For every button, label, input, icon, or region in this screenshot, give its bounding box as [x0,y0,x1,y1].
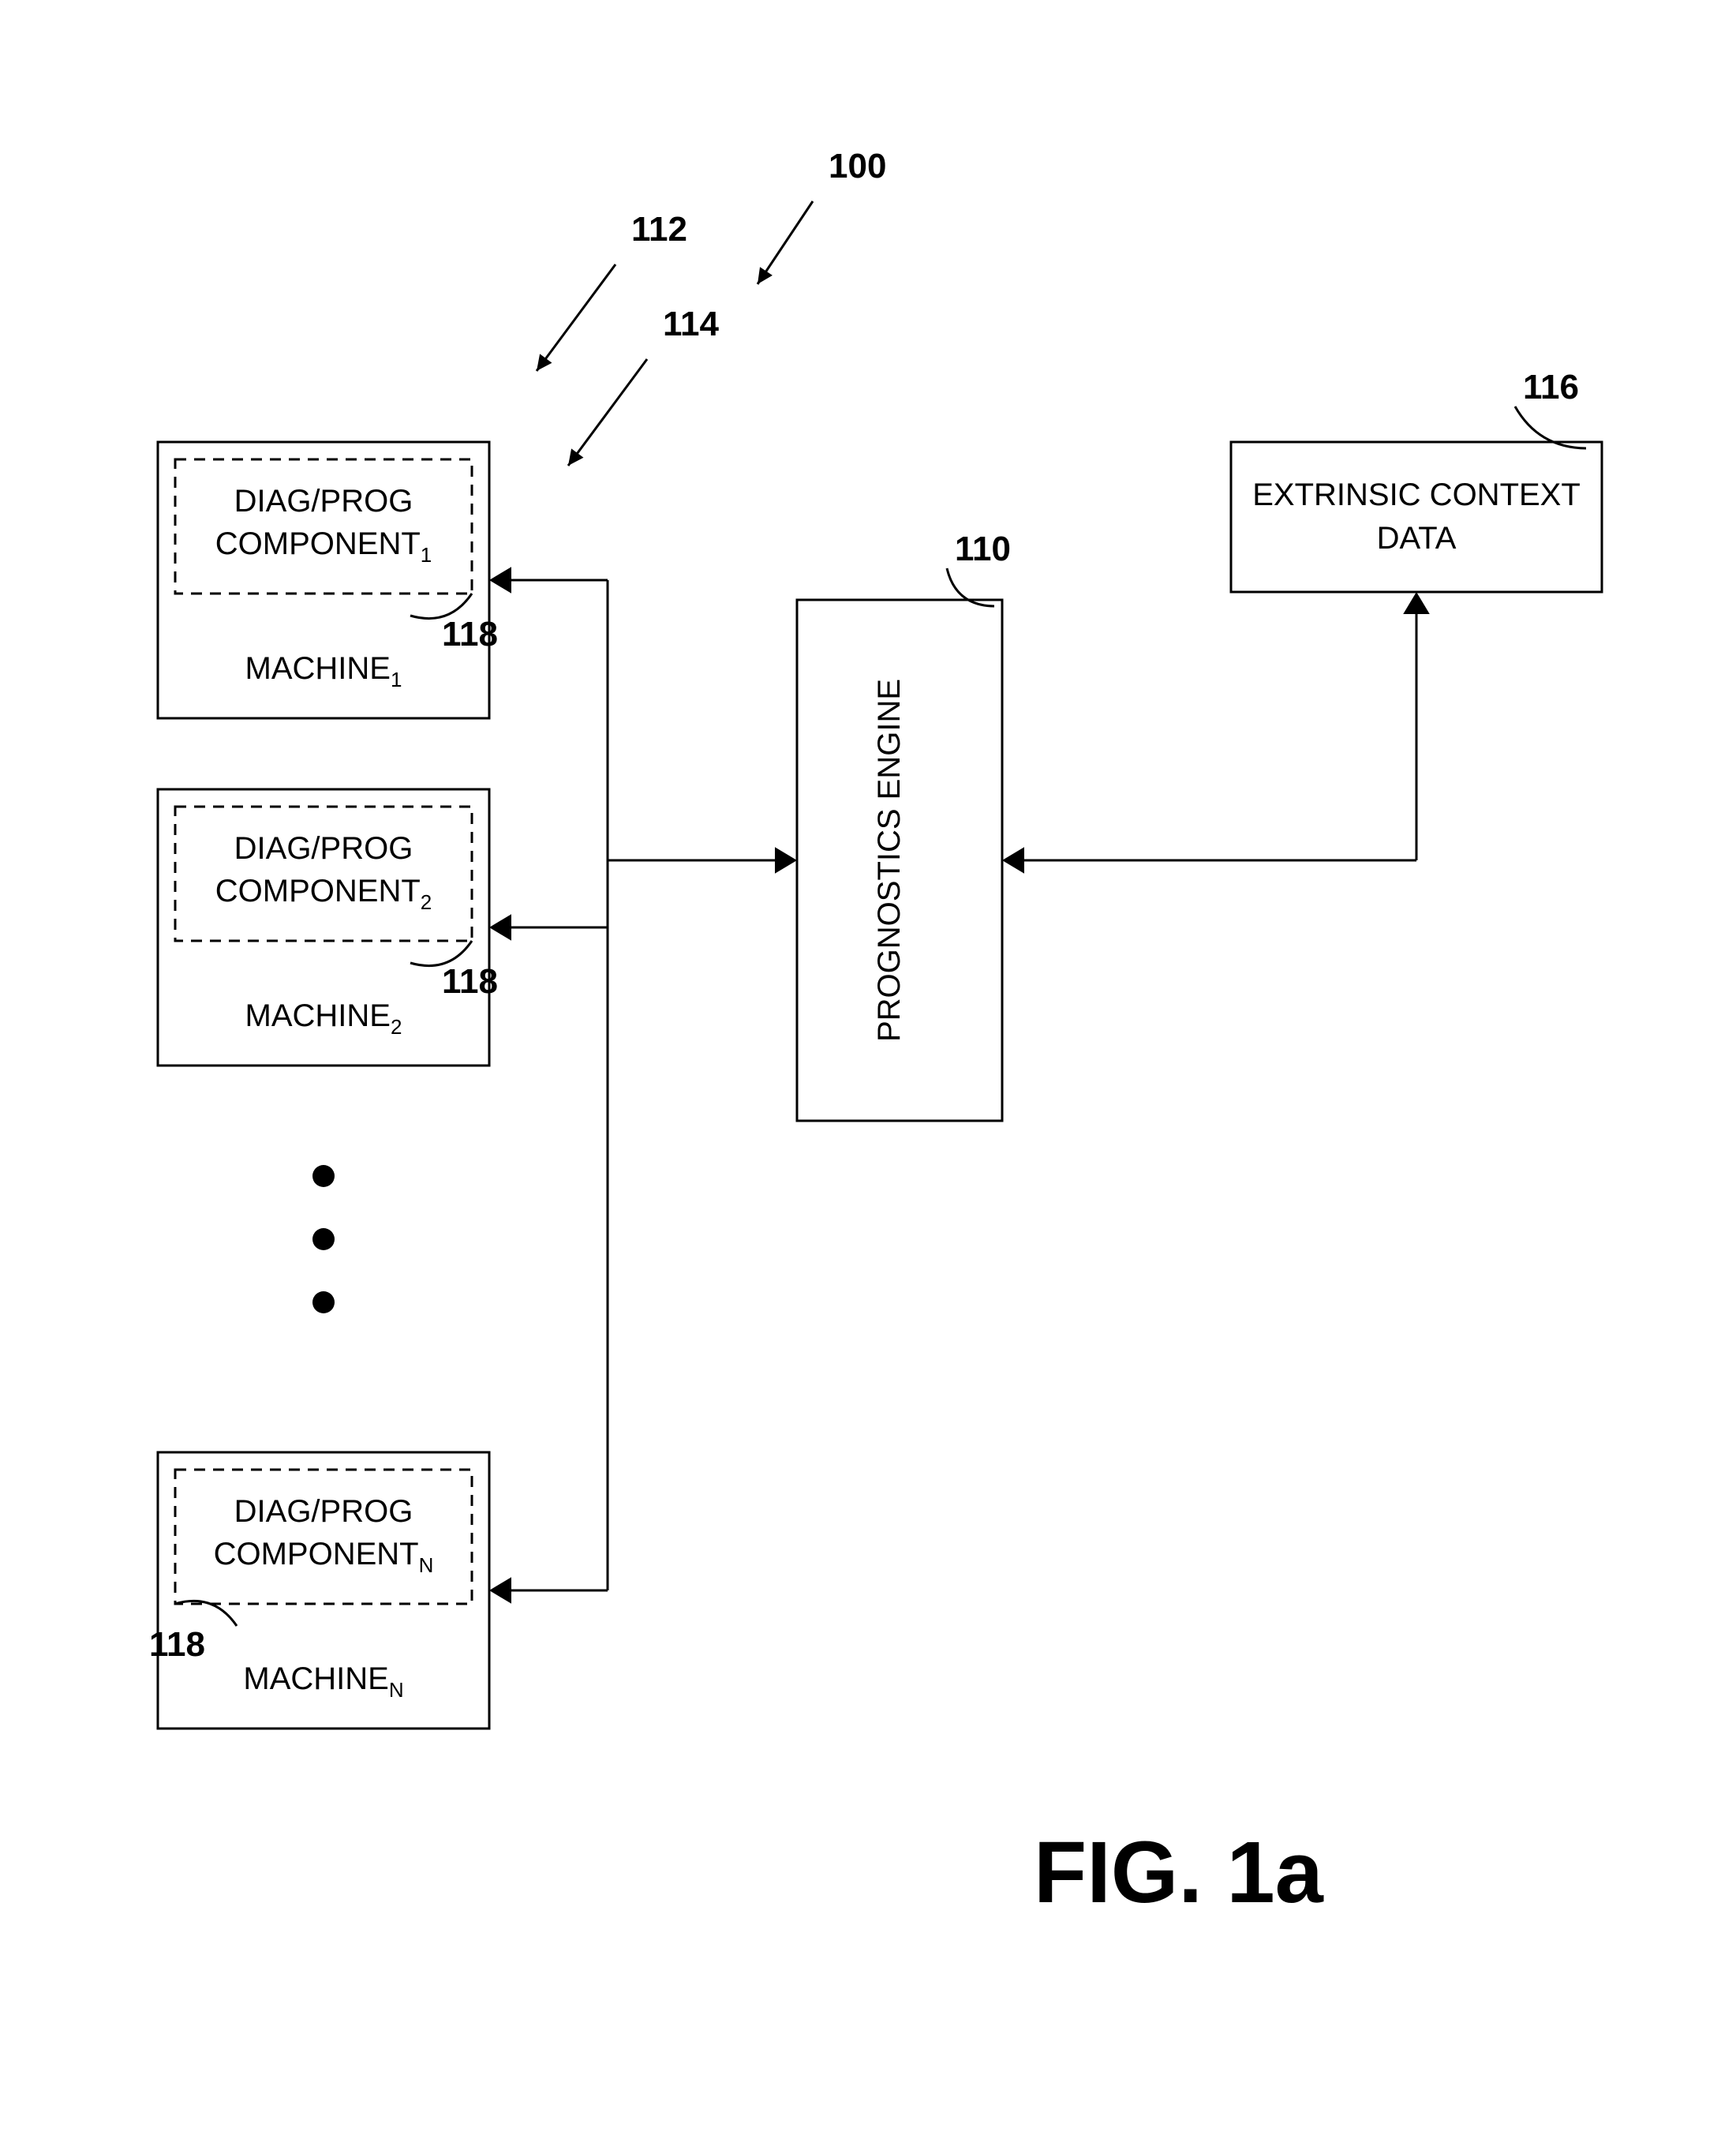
svg-text:112: 112 [631,210,687,249]
ellipsis-dot [312,1165,335,1187]
machine-block: DIAG/PROG COMPONENT2 MACHINE2 [158,789,489,1066]
ellipsis-dot [312,1228,335,1250]
svg-text:118: 118 [149,1625,205,1664]
prognostics-engine: PROGNOSTICS ENGINE [797,600,1002,1121]
svg-text:118: 118 [442,962,498,1001]
svg-text:118: 118 [442,615,498,654]
svg-text:PROGNOSTICS ENGINE: PROGNOSTICS ENGINE [872,679,907,1042]
svg-text:DIAG/PROG: DIAG/PROG [234,831,413,866]
svg-text:DATA: DATA [1377,521,1457,556]
svg-text:114: 114 [663,305,720,343]
svg-text:EXTRINSIC CONTEXT: EXTRINSIC CONTEXT [1252,478,1581,512]
machine-label: MACHINE1 [245,651,402,691]
machine-label: MACHINE2 [245,998,402,1039]
extrinsic-context-data: EXTRINSIC CONTEXT DATA [1231,442,1602,592]
svg-text:116: 116 [1523,368,1579,406]
machine-block: DIAG/PROG COMPONENTN MACHINEN [158,1452,489,1729]
svg-text:COMPONENT1: COMPONENT1 [215,526,432,567]
figure-label: FIG. 1a [1034,1824,1324,1921]
svg-text:COMPONENTN: COMPONENTN [214,1537,434,1577]
machine-label: MACHINEN [243,1661,403,1702]
svg-text:100: 100 [829,147,886,185]
ellipsis-dot [312,1291,335,1313]
svg-text:DIAG/PROG: DIAG/PROG [234,484,413,519]
svg-text:DIAG/PROG: DIAG/PROG [234,1494,413,1529]
svg-text:110: 110 [955,530,1011,568]
svg-text:COMPONENT2: COMPONENT2 [215,874,432,914]
machine-block: DIAG/PROG COMPONENT1 MACHINE1 [158,442,489,718]
